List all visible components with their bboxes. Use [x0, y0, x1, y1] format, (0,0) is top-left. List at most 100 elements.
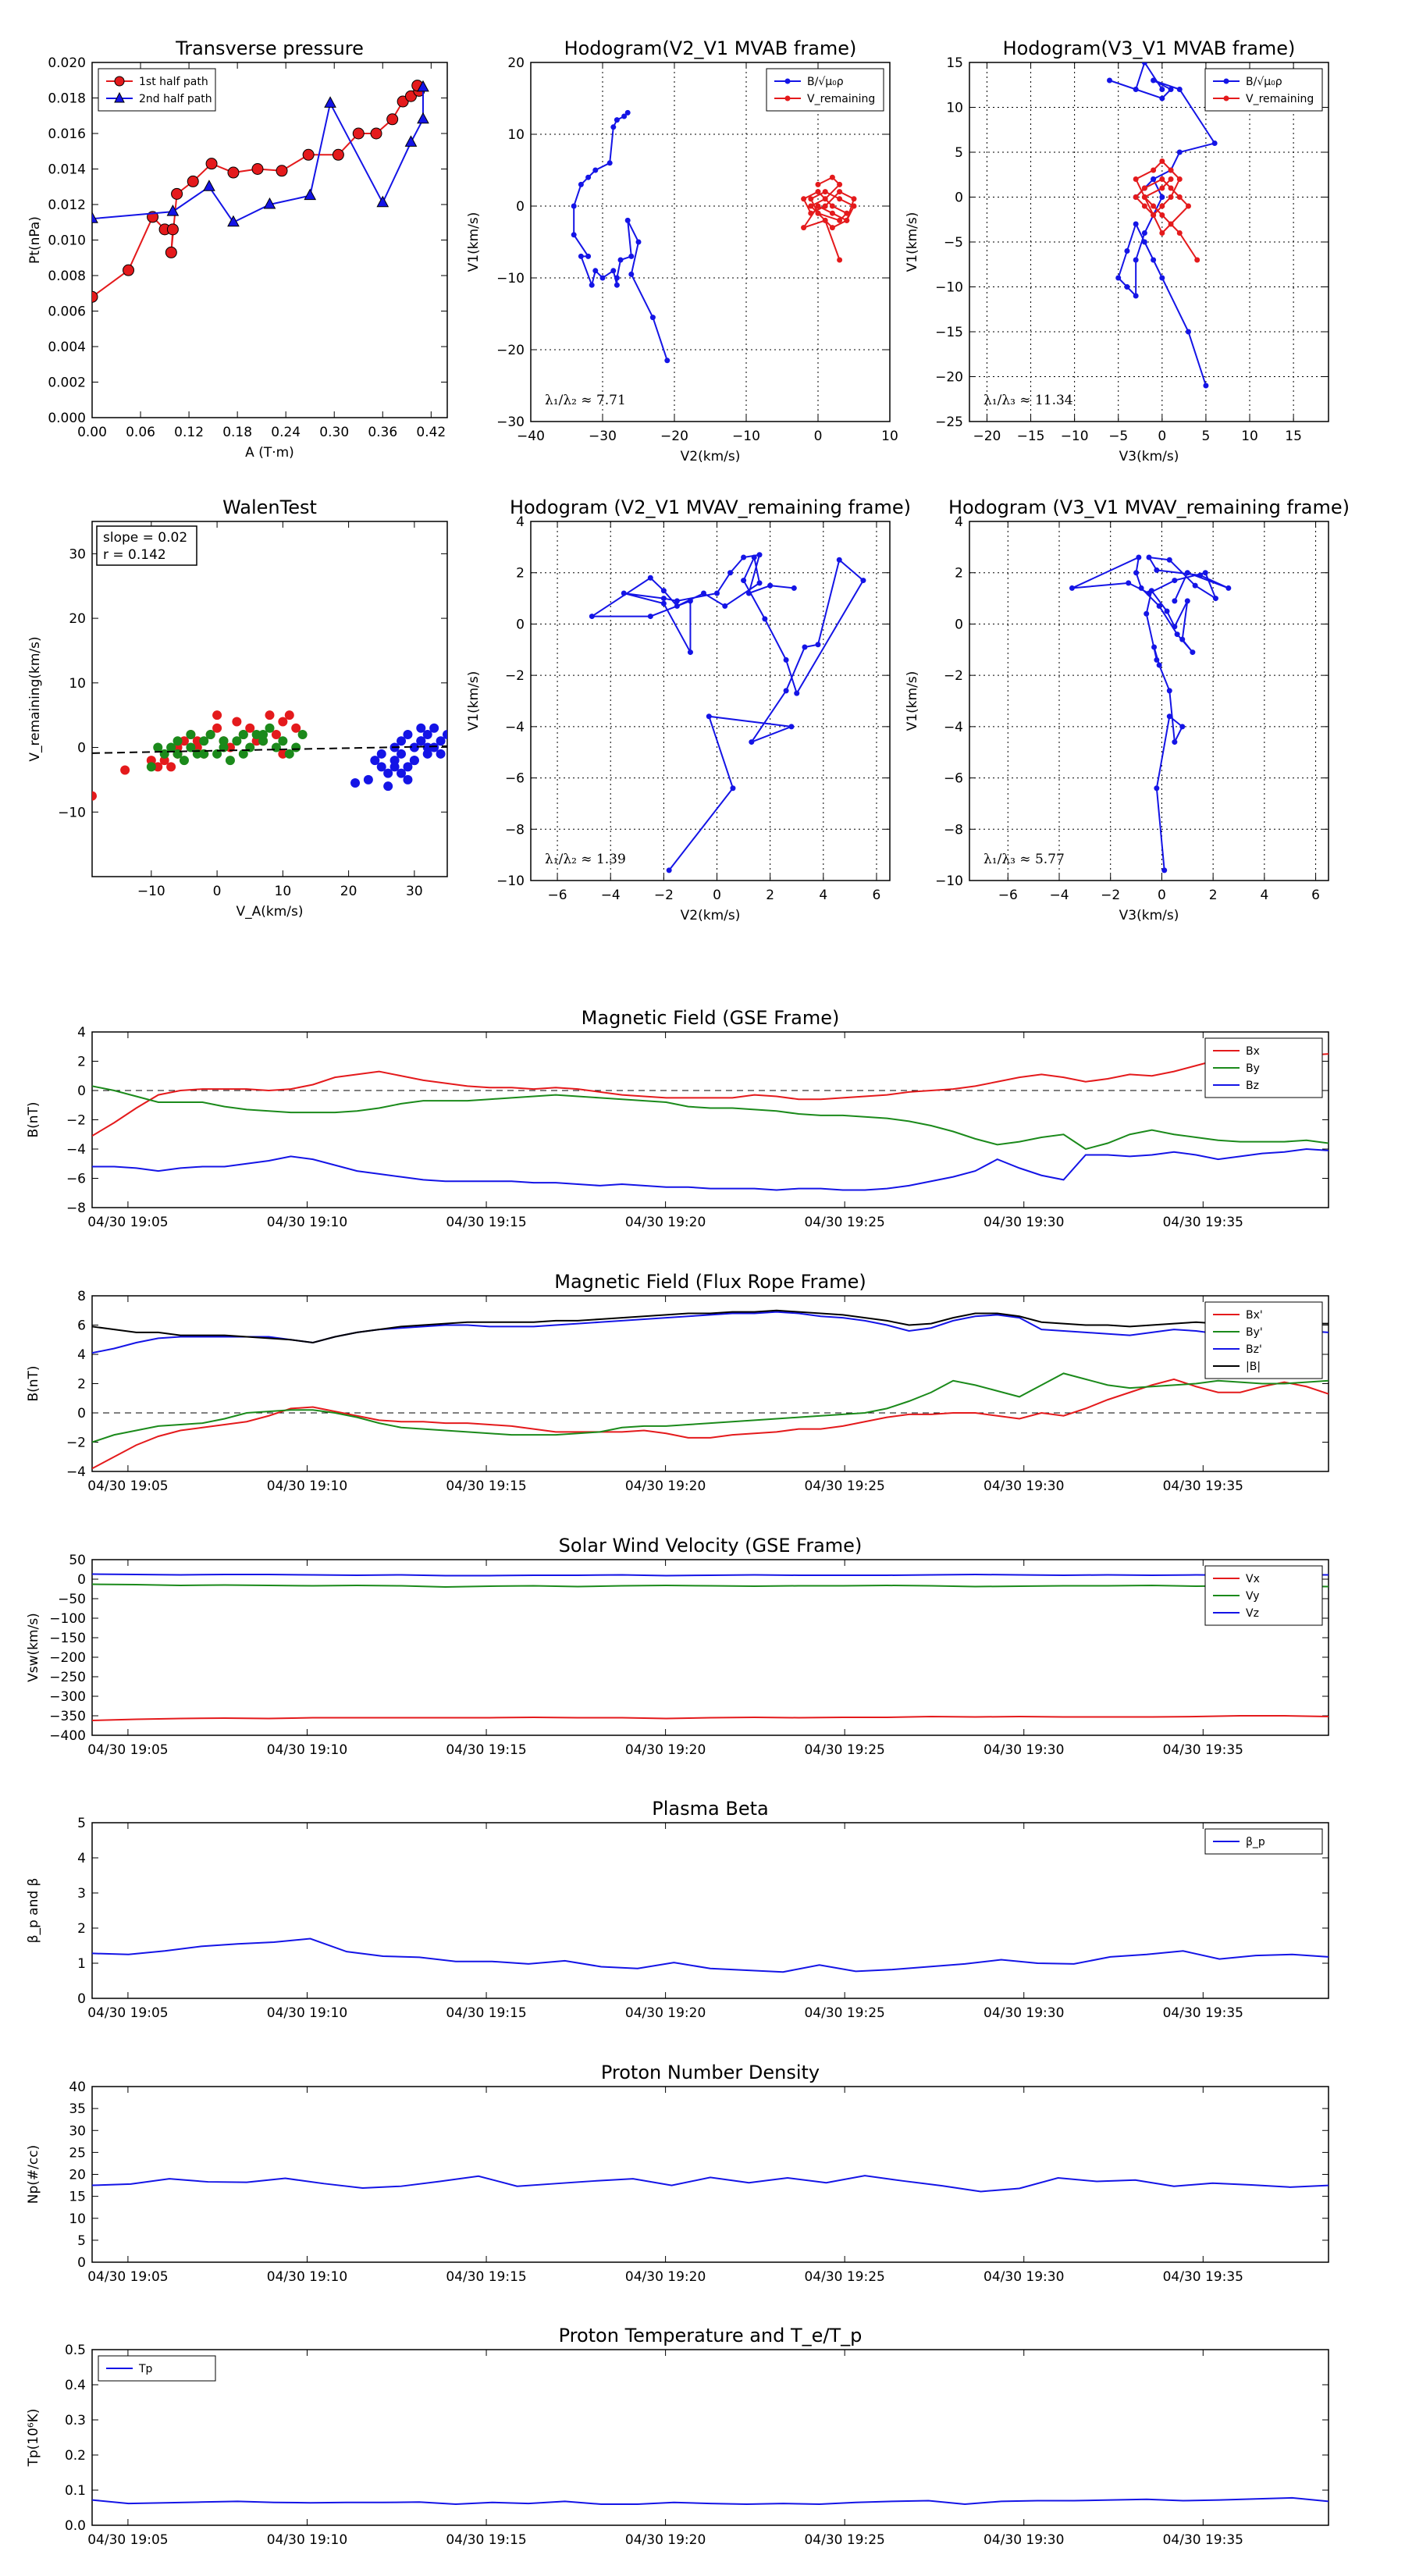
x-tick-label: 20 [340, 884, 357, 899]
y-tick-label: 0.000 [48, 411, 86, 426]
legend-label: Bz [1246, 1080, 1259, 1092]
x-tick-label: −2 [654, 888, 674, 903]
y-tick-label: 40 [69, 2080, 86, 2095]
data-point [1141, 185, 1147, 191]
x-tick-label: −10 [732, 429, 760, 444]
data-point [1069, 585, 1075, 591]
plot-frame [969, 521, 1329, 881]
data-point [1159, 230, 1165, 236]
legend-marker [114, 91, 125, 103]
chart-title: Solar Wind Velocity (GSE Frame) [559, 1535, 863, 1557]
data-point [146, 756, 156, 766]
ratio-annotation: λ₁/λ₃ ≈ 5.77 [984, 852, 1065, 867]
data-point [815, 203, 821, 209]
data-point [741, 554, 747, 560]
x-tick-label: 0.42 [416, 425, 446, 440]
data-point [1146, 554, 1152, 560]
x-tick-label: 0.30 [319, 425, 349, 440]
y-tick-label: −2 [944, 668, 963, 684]
x-tick-label: 04/30 19:05 [87, 2005, 168, 2021]
x-tick-label: 5 [1202, 429, 1211, 444]
data-point [1133, 257, 1139, 263]
series-line-By [92, 1085, 1329, 1151]
data-point [837, 189, 843, 195]
data-point [762, 616, 768, 622]
chart-tp: 0.00 0.06 0.12 0.18 0.24 0.30 0.36 0.42 0.000 0.0… [27, 37, 448, 461]
y-tick-label: −20 [496, 343, 525, 358]
data-point [722, 603, 728, 609]
data-point [1126, 580, 1132, 586]
data-point [1141, 230, 1147, 236]
plot-area [92, 2175, 1329, 2193]
x-tick-label: 15 [1285, 429, 1302, 444]
x-axis-label: V3(km/s) [1119, 449, 1179, 464]
x-tick-label: −10 [1061, 429, 1089, 444]
data-point [585, 174, 592, 180]
data-point [1133, 194, 1139, 200]
x-tick-label: 4 [1260, 888, 1268, 903]
y-tick-label: −8 [944, 822, 963, 838]
y-tick-label: −200 [49, 1650, 86, 1666]
data-point [730, 785, 736, 792]
y-axis-label: V1(km/s) [905, 212, 920, 272]
data-point [1133, 293, 1139, 299]
chart-mag_gse: 04/30 19:05 04/30 19:10 04/30 19:15 04/30 1… [26, 1007, 1329, 1230]
chart-title: Proton Number Density [601, 2062, 820, 2083]
data-point [1184, 570, 1190, 576]
y-tick-label: −4 [66, 1464, 86, 1480]
data-point [808, 203, 814, 209]
data-point [844, 210, 850, 216]
chart-h2: −20 −15 −10 −5 0 5 10 15 −25 −20 −15 −10 −5 0 5 10 15 Hod… [905, 37, 1329, 464]
data-point [592, 268, 599, 274]
y-tick-label: −25 [935, 415, 963, 430]
y-tick-label: 0.010 [48, 233, 86, 249]
plot-area [589, 552, 866, 873]
data-point [822, 217, 828, 223]
x-tick-label: 04/30 19:05 [87, 2269, 168, 2285]
x-tick-label: −6 [998, 888, 1018, 903]
data-point [1133, 87, 1139, 92]
y-tick-label: −10 [935, 873, 963, 889]
data-point [173, 742, 183, 753]
y-tick-label: −10 [935, 280, 963, 296]
y-tick-label: 20 [69, 2168, 86, 2183]
chart-title: Hodogram (V2_V1 MVAV_remaining frame) [510, 496, 911, 518]
data-point [397, 749, 407, 759]
data-point [727, 570, 734, 576]
y-tick-label: −15 [935, 325, 963, 340]
data-point [1172, 578, 1178, 584]
data-point [1151, 212, 1157, 218]
chart-walen: −10 0 10 20 30 −10 0 10 20 30 WalenTest V_A(km/s) V_… [27, 496, 448, 920]
data-point [205, 158, 218, 170]
data-point [1176, 87, 1183, 92]
x-tick-label: 6 [1311, 888, 1320, 903]
x-tick-label: 30 [406, 884, 423, 899]
y-tick-label: −30 [496, 415, 525, 430]
data-point [1107, 77, 1113, 84]
data-point [1190, 649, 1196, 656]
data-point [647, 575, 653, 581]
x-tick-label: 04/30 19:10 [267, 2269, 347, 2285]
chart-title: Hodogram(V2_V1 MVAB frame) [564, 37, 857, 59]
data-point [571, 232, 577, 238]
data-point [166, 223, 179, 236]
x-tick-label: 0 [814, 429, 823, 444]
y-tick-label: 8 [77, 1289, 86, 1304]
data-point [278, 749, 288, 759]
data-point [674, 598, 680, 604]
ratio-annotation: λ₁/λ₂ ≈ 1.39 [545, 852, 626, 867]
y-axis-label: Pt(nPa) [27, 216, 43, 264]
data-point [171, 187, 183, 200]
data-point [578, 253, 584, 259]
x-tick-label: −15 [1017, 429, 1045, 444]
y-axis-label: B(nT) [26, 1101, 41, 1137]
ratio-annotation: λ₁/λ₂ ≈ 7.71 [545, 393, 626, 408]
data-point [429, 723, 439, 733]
data-point [589, 614, 595, 620]
series-line-Vz [92, 1573, 1329, 1577]
y-tick-label: 4 [955, 514, 963, 530]
x-tick-label: 04/30 19:35 [1163, 1742, 1243, 1758]
x-tick-label: 0.18 [222, 425, 252, 440]
x-tick-label: 04/30 19:30 [984, 1478, 1064, 1494]
data-point [238, 730, 248, 739]
